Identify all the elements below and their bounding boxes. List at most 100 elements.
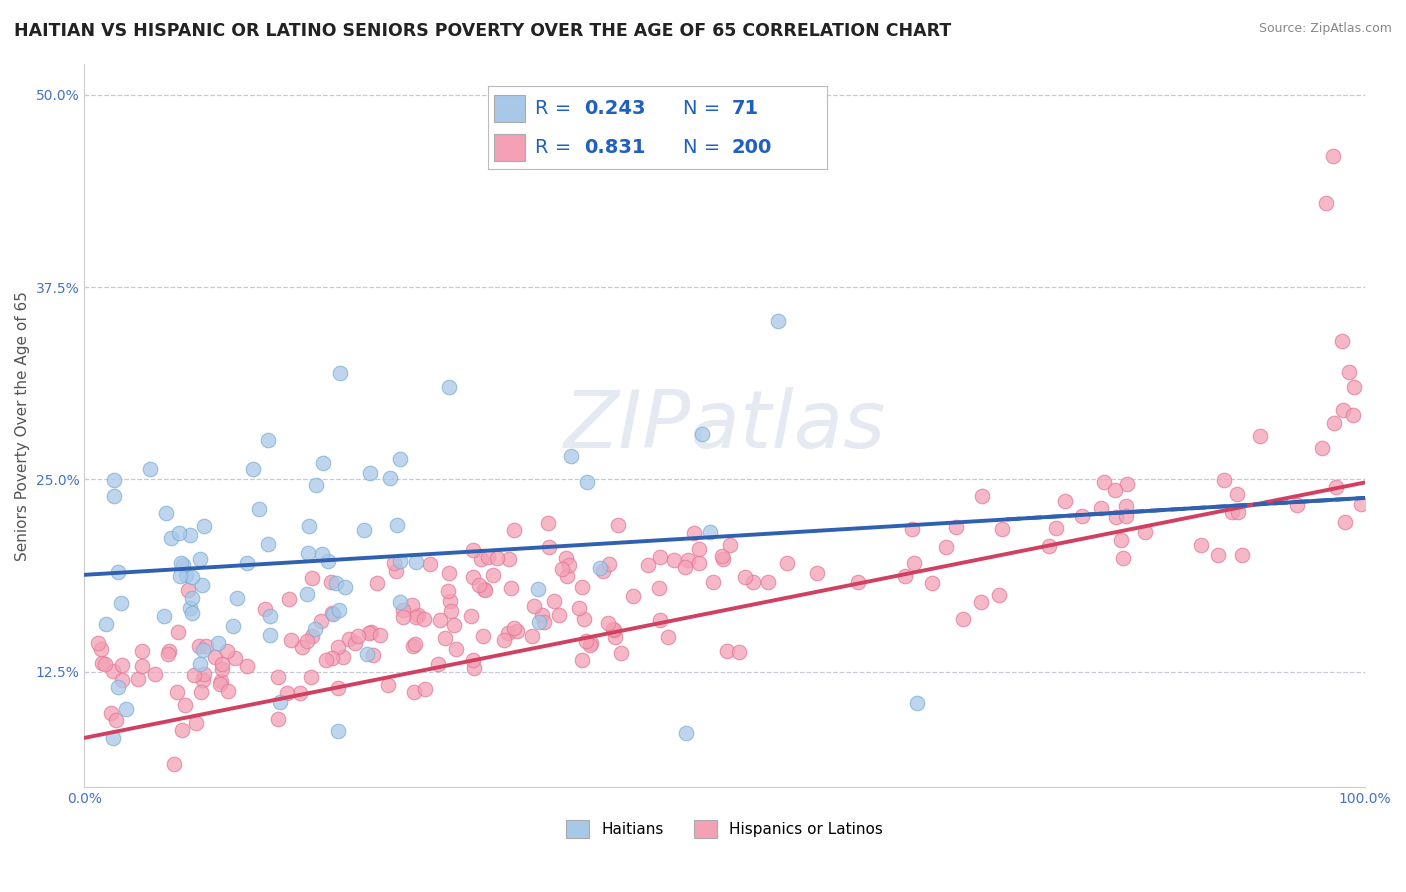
Point bbox=[537, 540, 560, 554]
Point bbox=[335, 580, 357, 594]
Point bbox=[181, 591, 204, 605]
Point bbox=[499, 581, 522, 595]
Point bbox=[502, 621, 524, 635]
Point bbox=[269, 695, 291, 709]
Point bbox=[328, 723, 350, 738]
Point bbox=[236, 658, 259, 673]
Point bbox=[602, 622, 624, 636]
Point bbox=[533, 615, 555, 630]
Point bbox=[295, 587, 318, 601]
Point bbox=[332, 650, 354, 665]
Point bbox=[1133, 524, 1156, 539]
Point bbox=[1324, 480, 1347, 494]
Point bbox=[498, 552, 520, 566]
Point bbox=[486, 551, 509, 566]
Point bbox=[143, 667, 166, 681]
Point bbox=[193, 518, 215, 533]
Point bbox=[297, 633, 319, 648]
Point bbox=[382, 556, 405, 570]
Point bbox=[278, 591, 301, 606]
Point bbox=[211, 662, 233, 676]
Point bbox=[321, 575, 343, 590]
Point bbox=[474, 583, 496, 598]
Point bbox=[103, 489, 125, 503]
Point bbox=[921, 576, 943, 591]
Point bbox=[520, 629, 543, 643]
Point bbox=[437, 380, 460, 394]
Point bbox=[571, 653, 593, 667]
Point bbox=[188, 640, 211, 654]
Point bbox=[1115, 509, 1137, 524]
Point bbox=[776, 556, 799, 570]
Point bbox=[191, 673, 214, 688]
Point bbox=[592, 565, 614, 579]
Point bbox=[170, 556, 193, 570]
Point bbox=[551, 562, 574, 576]
Point bbox=[111, 657, 134, 672]
Point bbox=[322, 607, 344, 621]
Point bbox=[115, 702, 138, 716]
Point bbox=[90, 641, 112, 656]
Point bbox=[1322, 416, 1344, 430]
Point bbox=[353, 523, 375, 537]
Text: ZIPatlas: ZIPatlas bbox=[564, 386, 886, 465]
Point bbox=[337, 632, 360, 646]
Point bbox=[101, 731, 124, 745]
Point bbox=[276, 686, 298, 700]
Point bbox=[326, 681, 349, 696]
Point bbox=[107, 680, 129, 694]
Y-axis label: Seniors Poverty Over the Age of 65: Seniors Poverty Over the Age of 65 bbox=[15, 291, 30, 560]
Point bbox=[325, 576, 347, 591]
Point bbox=[637, 558, 659, 572]
Point bbox=[523, 599, 546, 614]
Point bbox=[104, 713, 127, 727]
Point bbox=[360, 624, 382, 639]
Point bbox=[159, 531, 181, 545]
Point bbox=[606, 518, 628, 533]
Point bbox=[183, 668, 205, 682]
Point bbox=[1222, 505, 1244, 519]
Point bbox=[575, 634, 598, 648]
Point bbox=[193, 666, 215, 681]
Point bbox=[1116, 476, 1139, 491]
Point bbox=[555, 550, 578, 565]
Point bbox=[188, 657, 211, 671]
Point bbox=[537, 516, 560, 530]
Point bbox=[321, 607, 343, 621]
Point bbox=[589, 561, 612, 575]
Point bbox=[461, 543, 484, 558]
Point bbox=[702, 575, 724, 590]
Point bbox=[305, 478, 328, 492]
Point bbox=[1206, 548, 1229, 562]
Point bbox=[460, 609, 482, 624]
Point bbox=[1038, 539, 1060, 553]
Legend: Haitians, Hispanics or Latinos: Haitians, Hispanics or Latinos bbox=[560, 814, 889, 845]
Point bbox=[254, 602, 277, 616]
Point bbox=[328, 602, 350, 616]
Point bbox=[299, 670, 322, 684]
Point bbox=[316, 554, 339, 568]
Point bbox=[905, 696, 928, 710]
Point bbox=[1312, 441, 1334, 455]
Point bbox=[94, 657, 117, 671]
Point bbox=[298, 518, 321, 533]
Point bbox=[1092, 475, 1115, 489]
Point bbox=[477, 550, 499, 565]
Point bbox=[718, 537, 741, 551]
Point bbox=[688, 542, 710, 557]
Point bbox=[101, 665, 124, 679]
Point bbox=[359, 466, 381, 480]
Point bbox=[603, 623, 626, 637]
Point bbox=[482, 567, 505, 582]
Point bbox=[297, 546, 319, 560]
Point bbox=[388, 451, 411, 466]
Point bbox=[1285, 499, 1308, 513]
Point bbox=[172, 558, 194, 572]
Point bbox=[363, 648, 385, 662]
Point bbox=[571, 580, 593, 594]
Point bbox=[1071, 508, 1094, 523]
Text: Source: ZipAtlas.com: Source: ZipAtlas.com bbox=[1258, 22, 1392, 36]
Point bbox=[377, 677, 399, 691]
Point bbox=[366, 575, 388, 590]
Point bbox=[224, 651, 246, 665]
